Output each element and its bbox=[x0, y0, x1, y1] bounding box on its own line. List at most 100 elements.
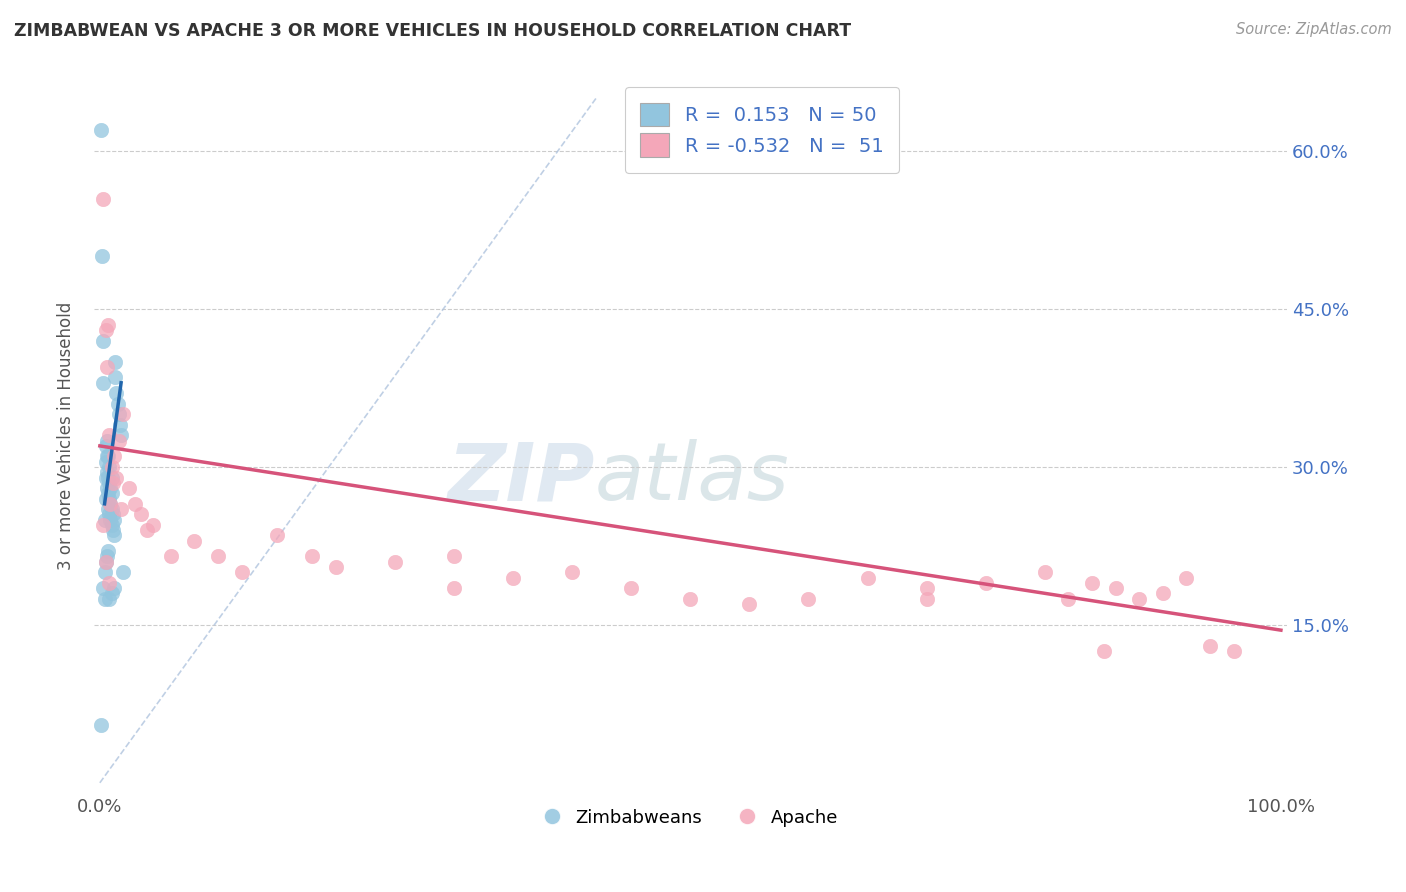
Point bbox=[679, 591, 702, 606]
Y-axis label: 3 or more Vehicles in Household: 3 or more Vehicles in Household bbox=[58, 301, 75, 569]
Point bbox=[301, 549, 323, 564]
Point bbox=[103, 581, 125, 595]
Point bbox=[1175, 570, 1198, 584]
Point bbox=[112, 408, 135, 422]
Text: atlas: atlas bbox=[595, 440, 790, 517]
Point bbox=[97, 450, 120, 464]
Point bbox=[100, 517, 122, 532]
Point bbox=[100, 460, 122, 475]
Point bbox=[124, 497, 146, 511]
Text: ZIMBABWEAN VS APACHE 3 OR MORE VEHICLES IN HOUSEHOLD CORRELATION CHART: ZIMBABWEAN VS APACHE 3 OR MORE VEHICLES … bbox=[14, 22, 851, 40]
Point bbox=[110, 428, 132, 442]
Point bbox=[325, 560, 347, 574]
Point bbox=[159, 549, 181, 564]
Point bbox=[1128, 591, 1150, 606]
Point bbox=[266, 528, 288, 542]
Point bbox=[97, 544, 120, 558]
Point bbox=[797, 591, 820, 606]
Point bbox=[98, 428, 121, 442]
Point bbox=[93, 376, 115, 390]
Point bbox=[142, 517, 165, 532]
Point bbox=[103, 513, 125, 527]
Point bbox=[561, 566, 583, 580]
Point bbox=[98, 508, 121, 522]
Point bbox=[96, 450, 118, 464]
Point bbox=[1152, 586, 1174, 600]
Point bbox=[1092, 644, 1115, 658]
Point bbox=[96, 434, 118, 448]
Point bbox=[118, 481, 141, 495]
Point bbox=[105, 386, 128, 401]
Point bbox=[915, 581, 938, 595]
Point bbox=[105, 470, 128, 484]
Point bbox=[96, 549, 118, 564]
Point bbox=[93, 591, 115, 606]
Point bbox=[443, 581, 465, 595]
Point bbox=[98, 591, 121, 606]
Point bbox=[97, 502, 120, 516]
Point bbox=[1033, 566, 1056, 580]
Point bbox=[107, 408, 129, 422]
Point bbox=[93, 192, 115, 206]
Text: ZIP: ZIP bbox=[447, 440, 595, 517]
Point bbox=[112, 566, 135, 580]
Point bbox=[94, 491, 117, 506]
Point bbox=[96, 465, 118, 479]
Point bbox=[96, 359, 118, 374]
Point bbox=[98, 460, 121, 475]
Point bbox=[1104, 581, 1126, 595]
Point bbox=[738, 597, 761, 611]
Point bbox=[107, 434, 129, 448]
Point bbox=[94, 439, 117, 453]
Point bbox=[97, 318, 120, 332]
Point bbox=[1057, 591, 1080, 606]
Point bbox=[231, 566, 253, 580]
Point bbox=[1081, 575, 1104, 590]
Point bbox=[110, 502, 132, 516]
Point bbox=[90, 123, 112, 137]
Point bbox=[93, 517, 115, 532]
Point bbox=[104, 370, 127, 384]
Point bbox=[384, 555, 406, 569]
Point bbox=[98, 491, 121, 506]
Point bbox=[91, 249, 114, 263]
Point bbox=[915, 591, 938, 606]
Point bbox=[93, 566, 115, 580]
Point bbox=[100, 513, 122, 527]
Point bbox=[856, 570, 879, 584]
Legend: Zimbabweans, Apache: Zimbabweans, Apache bbox=[536, 802, 845, 834]
Point bbox=[100, 502, 122, 516]
Point bbox=[107, 397, 129, 411]
Point bbox=[104, 354, 127, 368]
Point bbox=[100, 497, 122, 511]
Text: Source: ZipAtlas.com: Source: ZipAtlas.com bbox=[1236, 22, 1392, 37]
Point bbox=[94, 455, 117, 469]
Point bbox=[101, 523, 124, 537]
Point bbox=[93, 581, 115, 595]
Point bbox=[1222, 644, 1244, 658]
Point bbox=[94, 323, 117, 337]
Point bbox=[100, 497, 122, 511]
Point bbox=[974, 575, 997, 590]
Point bbox=[97, 486, 120, 500]
Point bbox=[100, 586, 122, 600]
Point bbox=[183, 533, 205, 548]
Point bbox=[100, 481, 122, 495]
Point bbox=[136, 523, 159, 537]
Point bbox=[90, 718, 112, 732]
Point bbox=[94, 470, 117, 484]
Point bbox=[207, 549, 229, 564]
Point bbox=[101, 475, 124, 490]
Point bbox=[98, 575, 121, 590]
Point bbox=[502, 570, 524, 584]
Point bbox=[443, 549, 465, 564]
Point bbox=[108, 417, 131, 432]
Point bbox=[103, 528, 125, 542]
Point bbox=[1199, 639, 1222, 653]
Point bbox=[94, 555, 117, 569]
Point bbox=[101, 508, 124, 522]
Point bbox=[100, 470, 122, 484]
Point bbox=[620, 581, 643, 595]
Point bbox=[93, 334, 115, 348]
Point bbox=[96, 481, 118, 495]
